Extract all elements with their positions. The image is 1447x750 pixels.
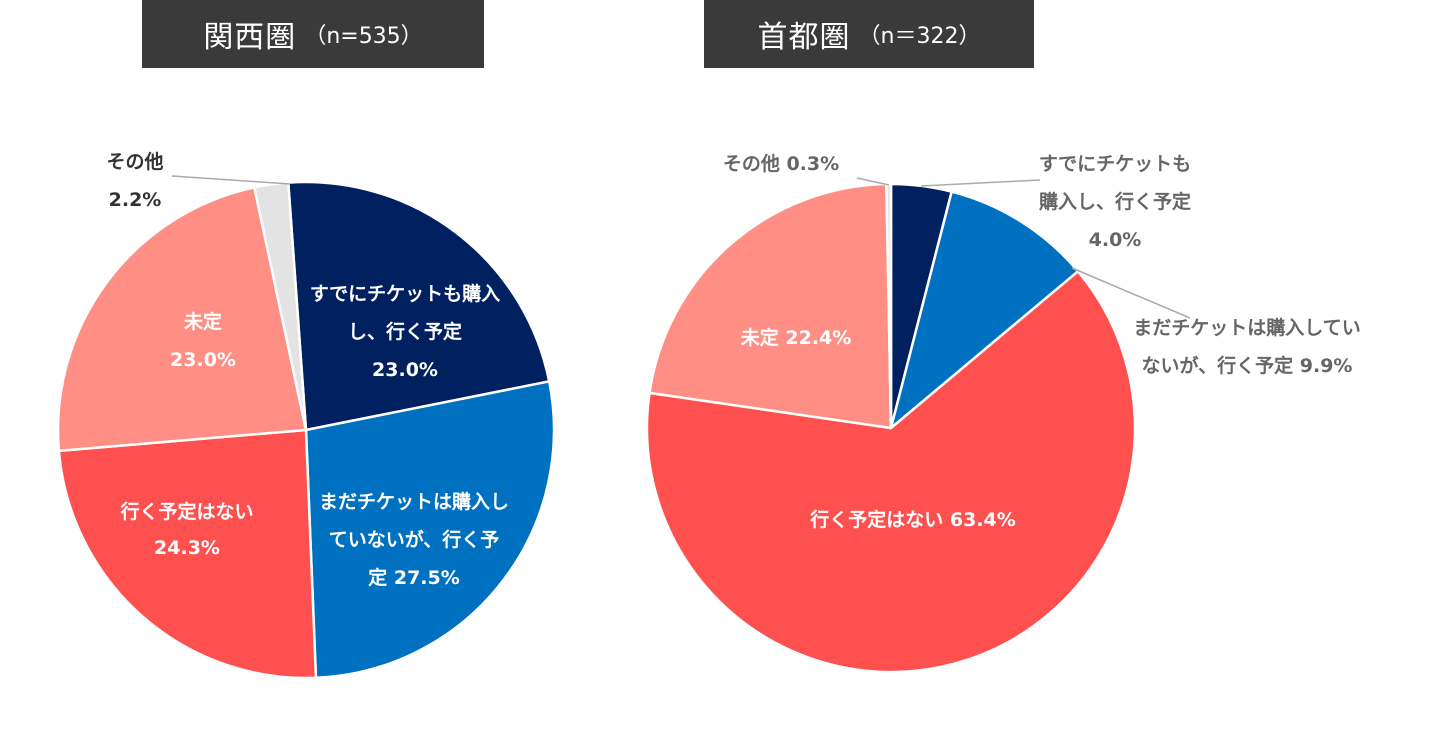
pie1-label-already-bought-line: すでにチケットも bbox=[1039, 153, 1191, 175]
pie0-label-other-line: 2.2% bbox=[109, 189, 162, 211]
pie1-label-not-going-line: 行く予定はない 63.4% bbox=[809, 508, 1016, 531]
pie1-label-already-bought: すでにチケットも購入し、行く予定 4.0% bbox=[1039, 153, 1191, 251]
pie1-leader-other bbox=[856, 177, 890, 186]
pie0-label-not-going-line: 24.3% bbox=[154, 537, 220, 559]
pie0-label-not-yet-bought-line: まだチケットは購入し bbox=[319, 490, 509, 513]
pie1-label-undecided: 未定 22.4% bbox=[740, 326, 852, 349]
pie0-label-not-going: 行く予定はない 24.3% bbox=[119, 500, 253, 559]
pie0-label-other: その他 2.2% bbox=[106, 150, 163, 211]
pie1-leader-not-yet-bought bbox=[1071, 267, 1191, 319]
shutoken-title-n: （n＝322） bbox=[858, 24, 981, 49]
pie0-label-not-yet-bought-line: ていないが、行く予 bbox=[329, 528, 500, 551]
pie0-label-already-bought-line: し、行く予定 bbox=[348, 320, 462, 343]
pie0-slice-not-yet-bought bbox=[304, 380, 556, 680]
pie0-label-undecided-line: 未定 bbox=[183, 310, 222, 333]
pie0-slice-other bbox=[253, 181, 308, 432]
pie1-label-not-yet-bought: まだチケットは購入していないが、行く予定 9.9% bbox=[1133, 316, 1360, 377]
pie0-slice-already-bought bbox=[287, 180, 551, 432]
pie0-label-not-yet-bought: まだチケットは購入していないが、行く予定 27.5% bbox=[319, 490, 509, 589]
pie0-label-already-bought-line: すでにチケットも購入 bbox=[310, 282, 500, 305]
pie1-slice-not-yet-bought bbox=[889, 190, 1080, 430]
pie0-label-other-line: その他 bbox=[106, 150, 163, 173]
pie0-label-already-bought-line: 23.0% bbox=[372, 359, 438, 381]
pie0-label-not-going-line: 行く予定はない bbox=[119, 500, 253, 523]
pie0-label-already-bought: すでにチケットも購入し、行く予定 23.0% bbox=[310, 282, 500, 381]
kansai-title-main: 関西圏 bbox=[203, 20, 297, 55]
pie1-label-not-yet-bought-line: ないが、行く予定 9.9% bbox=[1142, 354, 1353, 377]
pie1-label-not-yet-bought-line: まだチケットは購入してい bbox=[1133, 316, 1360, 339]
pie1-label-not-going: 行く予定はない 63.4% bbox=[809, 508, 1016, 531]
pie1-label-already-bought-line: 4.0% bbox=[1089, 229, 1142, 251]
pie1-leader-already-bought bbox=[920, 179, 1041, 187]
kansai-title-n: （n=535） bbox=[304, 24, 423, 49]
pie1-slice-undecided bbox=[648, 182, 893, 430]
pie0-slice-not-going bbox=[57, 428, 318, 680]
shutoken-title: 首都圏 （n＝322） bbox=[704, 0, 1034, 68]
pie0-label-not-yet-bought-line: 定 27.5% bbox=[368, 566, 460, 589]
pie1-label-undecided-line: 未定 22.4% bbox=[740, 326, 852, 349]
pie1-label-other: その他 0.3% bbox=[723, 152, 839, 175]
shutoken-title-main: 首都圏 bbox=[757, 20, 851, 55]
pie0-label-undecided: 未定 23.0% bbox=[170, 310, 236, 371]
kansai-title: 関西圏 （n=535） bbox=[142, 0, 484, 68]
pie1-slice-not-going bbox=[645, 270, 1137, 674]
pie0-label-undecided-line: 23.0% bbox=[170, 349, 236, 371]
pie1-label-already-bought-line: 購入し、行く予定 bbox=[1039, 190, 1191, 213]
pie1-label-other-line: その他 0.3% bbox=[723, 152, 839, 175]
pie0-slice-undecided bbox=[56, 186, 308, 453]
pie0-leader-other bbox=[171, 175, 291, 185]
